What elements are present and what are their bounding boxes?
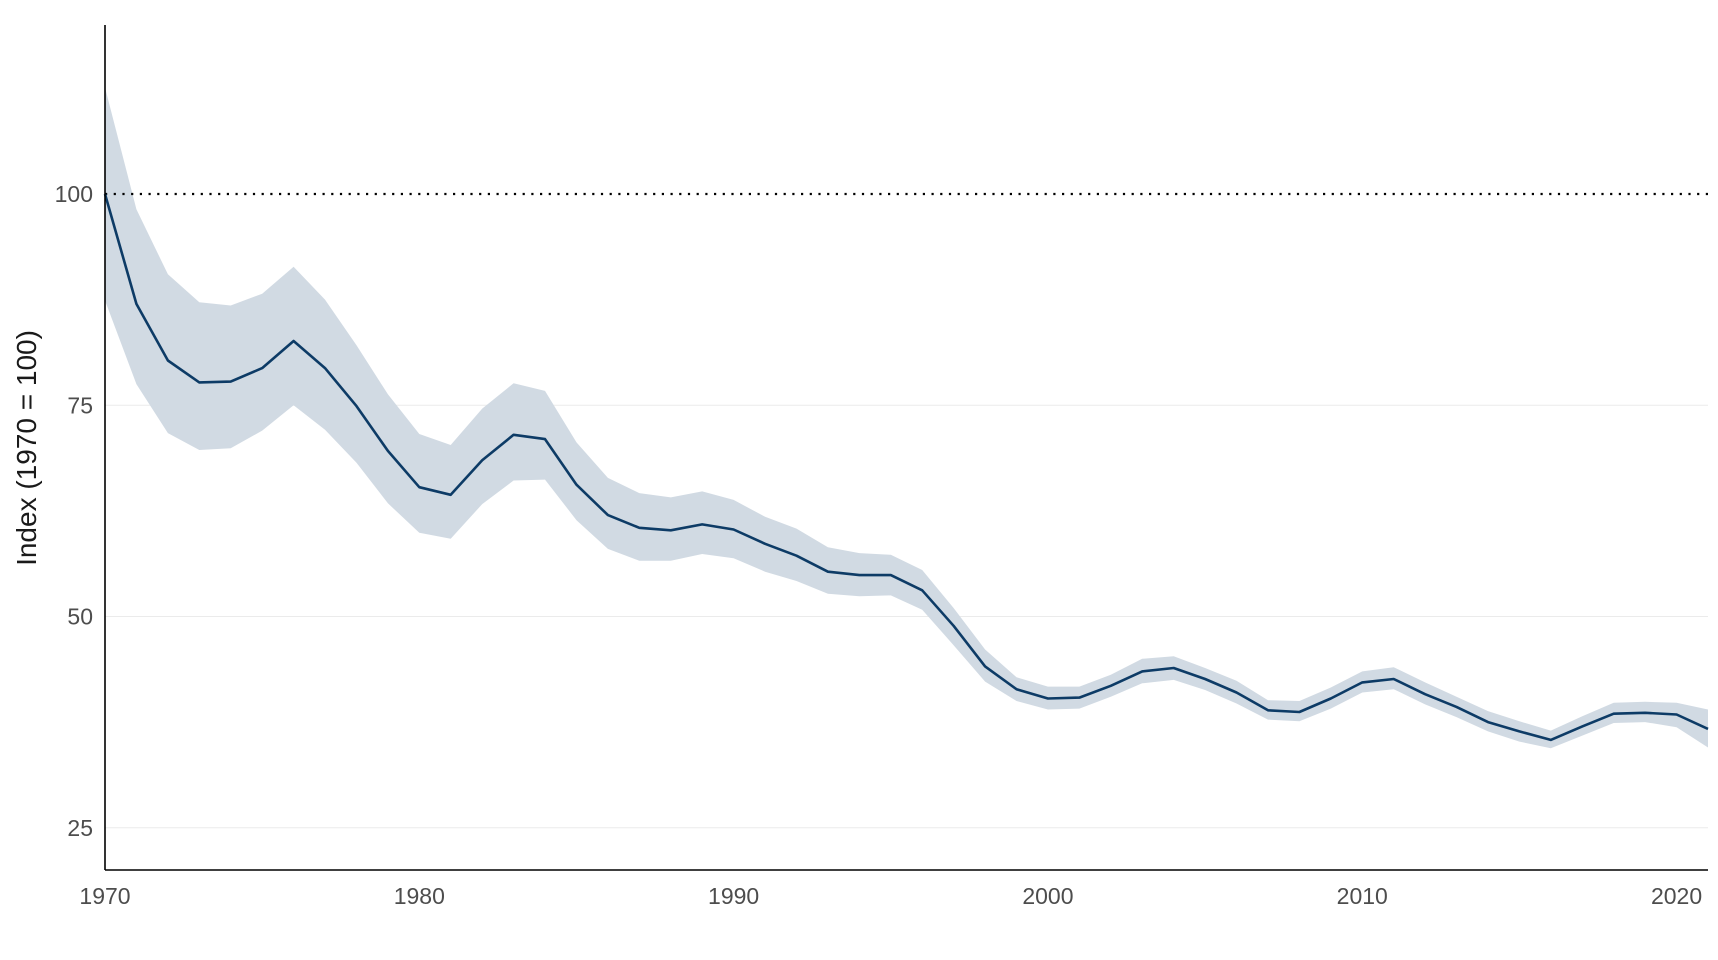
data-point-2019 (1643, 711, 1647, 715)
y-tick-label-100: 100 (55, 181, 93, 207)
data-point-2016 (1549, 738, 1553, 742)
data-point-2008 (1297, 710, 1301, 714)
data-point-1998 (983, 664, 987, 668)
data-point-1987 (637, 526, 641, 530)
data-point-1988 (669, 528, 673, 532)
data-point-1985 (575, 483, 579, 487)
data-point-2020 (1675, 713, 1679, 717)
data-point-1991 (763, 542, 767, 546)
data-point-2018 (1612, 712, 1616, 716)
y-tick-label-50: 50 (67, 604, 93, 630)
data-point-1974 (229, 380, 233, 384)
data-point-1976 (292, 339, 296, 343)
data-point-2014 (1486, 720, 1490, 724)
x-tick-label-2000: 2000 (1022, 883, 1073, 909)
data-point-1973 (197, 380, 201, 384)
axes (104, 25, 1708, 871)
data-point-2010 (1360, 680, 1364, 684)
data-point-1995 (889, 573, 893, 577)
data-point-2007 (1266, 708, 1270, 712)
x-tick-label-1970: 1970 (79, 883, 130, 909)
data-point-1990 (732, 528, 736, 532)
data-point-1997 (952, 624, 956, 628)
data-point-2006 (1235, 691, 1239, 695)
data-point-2004 (1172, 666, 1176, 670)
data-point-2015 (1517, 729, 1521, 733)
confidence-band (105, 87, 1708, 749)
x-tick-label-1980: 1980 (394, 883, 445, 909)
y-axis-title: Index (1970 = 100) (11, 330, 42, 566)
data-point-2005 (1203, 677, 1207, 681)
data-point-2002 (1109, 684, 1113, 688)
data-point-1971 (134, 302, 138, 306)
data-point-1983 (512, 433, 516, 437)
data-point-2017 (1580, 724, 1584, 728)
index-line (103, 193, 1709, 742)
index-series (103, 193, 1710, 742)
data-point-2001 (1077, 696, 1081, 700)
data-point-1978 (355, 404, 359, 408)
data-point-1982 (480, 458, 484, 462)
confidence-band-area (105, 87, 1708, 749)
data-point-2011 (1392, 677, 1396, 681)
data-point-1980 (417, 485, 421, 489)
gridlines (105, 404, 1708, 829)
data-point-1979 (386, 449, 390, 453)
x-tick-label-2020: 2020 (1651, 883, 1702, 909)
data-point-1993 (826, 570, 830, 574)
data-point-2013 (1455, 705, 1459, 709)
data-point-1975 (260, 366, 264, 370)
data-point-1986 (606, 513, 610, 517)
data-point-1984 (543, 437, 547, 441)
data-point-1981 (449, 493, 453, 497)
tick-labels: 25 50 75 100 1970 1980 1990 2000 2010 2020 (55, 181, 1703, 909)
data-point-1999 (1015, 687, 1019, 691)
data-point-2021 (1706, 727, 1710, 731)
data-point-2000 (1046, 697, 1050, 701)
data-point-2009 (1329, 697, 1333, 701)
x-tick-label-2010: 2010 (1337, 883, 1388, 909)
data-point-1992 (795, 554, 799, 558)
data-point-2012 (1423, 692, 1427, 696)
data-point-1989 (700, 522, 704, 526)
data-point-1994 (857, 573, 861, 577)
data-point-1996 (920, 588, 924, 592)
x-tick-label-1990: 1990 (708, 883, 759, 909)
data-point-1977 (323, 366, 327, 370)
y-tick-label-25: 25 (67, 815, 93, 841)
data-point-1972 (166, 359, 170, 363)
y-tick-label-75: 75 (67, 392, 93, 418)
data-point-2003 (1140, 669, 1144, 673)
